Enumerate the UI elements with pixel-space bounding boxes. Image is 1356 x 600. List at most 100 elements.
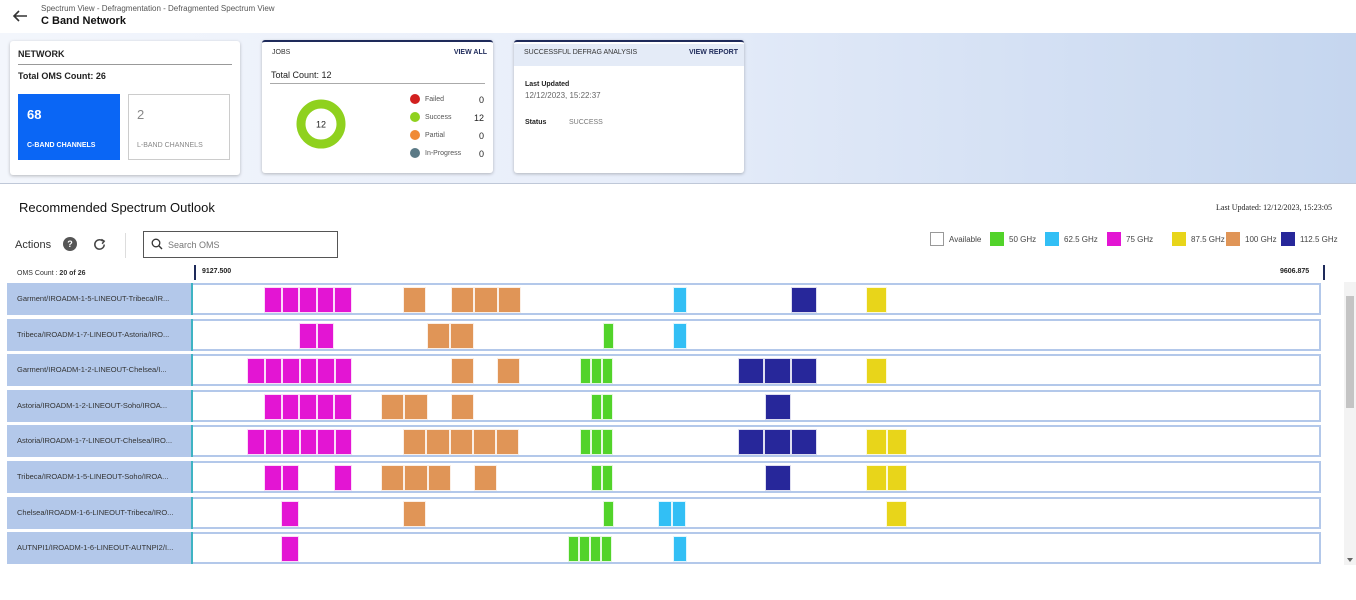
channel-block-87-5ghz[interactable] <box>886 500 907 527</box>
channel-block-75ghz[interactable] <box>264 358 282 385</box>
oms-name[interactable]: AUTNPI1/IROADM-1-6-LINEOUT-AUTNPI2/I... <box>7 532 191 565</box>
channel-block-75ghz[interactable] <box>247 429 265 456</box>
channel-block-50ghz[interactable] <box>568 536 579 563</box>
channel-block-75ghz[interactable] <box>281 465 299 491</box>
channel-block-100ghz[interactable] <box>427 322 451 349</box>
channel-block-50ghz[interactable] <box>590 536 601 563</box>
oms-row[interactable]: Garment/IROADM-1-5-LINEOUT-Tribeca/IR... <box>7 283 1321 315</box>
channel-block-100ghz[interactable] <box>497 287 521 313</box>
channel-block-75ghz[interactable] <box>264 465 282 491</box>
channel-block-50ghz[interactable] <box>580 429 591 456</box>
channel-block-112-5ghz[interactable] <box>764 358 791 385</box>
channel-block-50ghz[interactable] <box>591 393 602 420</box>
channel-block-62-5ghz[interactable] <box>658 500 672 527</box>
channel-block-75ghz[interactable] <box>316 322 334 349</box>
refresh-icon[interactable] <box>92 237 107 252</box>
channel-block-100ghz[interactable] <box>403 429 427 456</box>
channel-block-62-5ghz[interactable] <box>673 322 687 349</box>
channel-block-62-5ghz[interactable] <box>672 500 686 527</box>
l-band-channels-tile[interactable]: 2 L-BAND CHANNELS <box>128 94 230 160</box>
channel-block-75ghz[interactable] <box>334 393 352 420</box>
channel-block-87-5ghz[interactable] <box>866 358 887 385</box>
channel-block-100ghz[interactable] <box>451 287 475 313</box>
channel-block-50ghz[interactable] <box>591 358 602 385</box>
channel-block-100ghz[interactable] <box>449 429 473 456</box>
channel-block-112-5ghz[interactable] <box>790 429 817 456</box>
oms-name[interactable]: Garment/IROADM-1-5-LINEOUT-Tribeca/IR... <box>7 283 191 315</box>
channel-block-75ghz[interactable] <box>264 429 282 456</box>
channel-block-87-5ghz[interactable] <box>886 429 907 456</box>
channel-block-87-5ghz[interactable] <box>866 429 887 456</box>
channel-block-100ghz[interactable] <box>474 287 498 313</box>
channel-block-112-5ghz[interactable] <box>765 465 792 491</box>
channel-block-75ghz[interactable] <box>334 465 352 491</box>
channel-block-62-5ghz[interactable] <box>673 287 687 313</box>
channel-block-87-5ghz[interactable] <box>866 287 887 313</box>
channel-block-50ghz[interactable] <box>603 500 614 527</box>
oms-name[interactable]: Astoria/IROADM-1-7-LINEOUT-Chelsea/IRO..… <box>7 425 191 458</box>
channel-block-100ghz[interactable] <box>404 465 428 491</box>
oms-row[interactable]: Chelsea/IROADM-1-6-LINEOUT-Tribeca/IRO..… <box>7 496 1321 529</box>
oms-name[interactable]: Astoria/IROADM-1-2-LINEOUT-Soho/IROA... <box>7 389 191 422</box>
channel-block-112-5ghz[interactable] <box>738 429 765 456</box>
scroll-down-icon[interactable] <box>1347 558 1353 562</box>
channel-block-87-5ghz[interactable] <box>886 465 907 491</box>
channel-block-75ghz[interactable] <box>264 393 282 420</box>
search-oms-input[interactable] <box>168 236 328 253</box>
channel-block-50ghz[interactable] <box>602 465 613 491</box>
oms-row[interactable]: Astoria/IROADM-1-2-LINEOUT-Soho/IROA... <box>7 389 1321 422</box>
channel-block-75ghz[interactable] <box>281 287 299 313</box>
channel-block-75ghz[interactable] <box>299 287 317 313</box>
oms-name[interactable]: Chelsea/IROADM-1-6-LINEOUT-Tribeca/IRO..… <box>7 496 191 529</box>
oms-name[interactable]: Tribeca/IROADM-1-7-LINEOUT-Astoria/IRO..… <box>7 318 191 351</box>
actions-menu[interactable]: Actions <box>15 239 52 251</box>
channel-block-100ghz[interactable] <box>472 429 497 456</box>
channel-block-100ghz[interactable] <box>403 500 427 527</box>
channel-block-100ghz[interactable] <box>451 393 475 420</box>
channel-block-100ghz[interactable] <box>451 358 475 385</box>
channel-block-50ghz[interactable] <box>580 358 591 385</box>
channel-block-75ghz[interactable] <box>316 287 334 313</box>
channel-block-50ghz[interactable] <box>591 429 602 456</box>
channel-block-75ghz[interactable] <box>317 429 335 456</box>
channel-block-75ghz[interactable] <box>282 429 300 456</box>
channel-block-62-5ghz[interactable] <box>673 536 687 563</box>
channel-block-100ghz[interactable] <box>381 393 405 420</box>
channel-block-100ghz[interactable] <box>496 429 520 456</box>
oms-row[interactable]: Garment/IROADM-1-2-LINEOUT-Chelsea/I... <box>7 354 1321 387</box>
channel-block-100ghz[interactable] <box>474 465 498 491</box>
oms-row[interactable]: AUTNPI1/IROADM-1-6-LINEOUT-AUTNPI2/I... <box>7 532 1321 565</box>
channel-block-75ghz[interactable] <box>264 287 282 313</box>
channel-block-75ghz[interactable] <box>299 358 317 385</box>
oms-row[interactable]: Tribeca/IROADM-1-5-LINEOUT-Soho/IROA... <box>7 461 1321 493</box>
channel-block-75ghz[interactable] <box>334 358 352 385</box>
channel-block-75ghz[interactable] <box>334 429 352 456</box>
channel-block-50ghz[interactable] <box>603 322 614 349</box>
channel-block-112-5ghz[interactable] <box>791 287 818 313</box>
channel-block-100ghz[interactable] <box>427 465 451 491</box>
channel-block-50ghz[interactable] <box>601 536 612 563</box>
view-all-link[interactable]: VIEW ALL <box>453 49 487 56</box>
channel-block-100ghz[interactable] <box>403 287 427 313</box>
channel-block-87-5ghz[interactable] <box>866 465 887 491</box>
channel-block-50ghz[interactable] <box>591 465 602 491</box>
channel-block-75ghz[interactable] <box>299 393 317 420</box>
channel-block-75ghz[interactable] <box>281 500 299 527</box>
channel-block-112-5ghz[interactable] <box>790 358 817 385</box>
c-band-channels-tile[interactable]: 68 C-BAND CHANNELS <box>18 94 120 160</box>
oms-name[interactable]: Garment/IROADM-1-2-LINEOUT-Chelsea/I... <box>7 354 191 387</box>
view-report-link[interactable]: VIEW REPORT <box>688 49 738 56</box>
channel-block-75ghz[interactable] <box>281 536 299 563</box>
channel-block-100ghz[interactable] <box>450 322 474 349</box>
channel-block-75ghz[interactable] <box>281 393 299 420</box>
scrollbar-thumb[interactable] <box>1346 296 1354 408</box>
channel-block-50ghz[interactable] <box>579 536 590 563</box>
help-icon[interactable]: ? <box>63 237 77 251</box>
channel-block-75ghz[interactable] <box>334 287 352 313</box>
channel-block-75ghz[interactable] <box>316 393 334 420</box>
channel-block-75ghz[interactable] <box>282 358 300 385</box>
channel-block-50ghz[interactable] <box>602 429 613 456</box>
channel-block-50ghz[interactable] <box>602 393 613 420</box>
channel-block-50ghz[interactable] <box>602 358 613 385</box>
channel-block-112-5ghz[interactable] <box>738 358 765 385</box>
